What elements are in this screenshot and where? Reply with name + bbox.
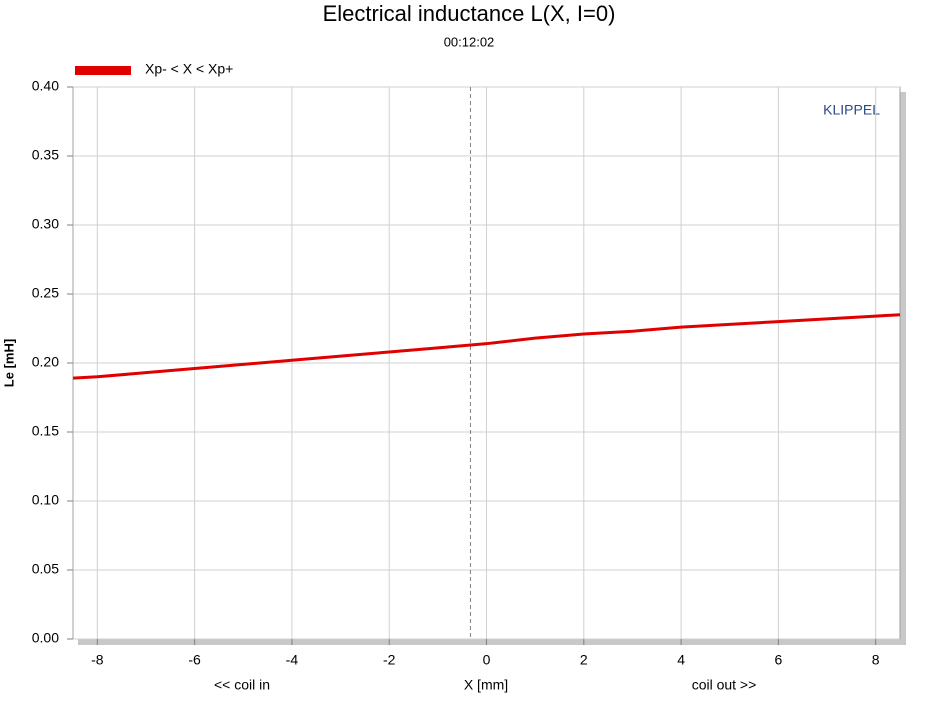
y-tick-label: 0.35 [32, 147, 59, 163]
y-tick-label: 0.20 [32, 354, 59, 370]
y-tick-label: 0.10 [32, 492, 59, 508]
y-axis-label: Le [mH] [1, 339, 16, 387]
chart-subtitle: 00:12:02 [444, 34, 495, 49]
x-axis-label: X [mm] [464, 677, 508, 693]
y-tick-label: 0.15 [32, 423, 59, 439]
x-tick-label: 4 [677, 652, 685, 668]
legend-swatch [75, 66, 131, 75]
x-tick-label: -2 [383, 652, 396, 668]
x-tick-label: 0 [483, 652, 491, 668]
x-note-right: coil out >> [692, 677, 757, 693]
line-series [72, 313, 901, 380]
x-tick-label: 2 [580, 652, 588, 668]
x-tick-label: -6 [188, 652, 201, 668]
y-tick-label: 0.40 [32, 78, 59, 94]
x-tick-label: 6 [774, 652, 782, 668]
y-tick-label: 0.00 [32, 630, 59, 646]
legend-label: Xp- < X < Xp+ [145, 61, 233, 77]
chart-title: Electrical inductance L(X, I=0) [323, 1, 616, 26]
y-tick-label: 0.05 [32, 561, 59, 577]
x-tick-label: -8 [91, 652, 104, 668]
brand: KLIPPEL [823, 102, 880, 118]
x-note-left: << coil in [214, 677, 270, 693]
y-tick-label: 0.30 [32, 216, 59, 232]
y-tick-label: 0.25 [32, 285, 59, 301]
x-tick-label: 8 [872, 652, 880, 668]
x-tick-label: -4 [286, 652, 299, 668]
